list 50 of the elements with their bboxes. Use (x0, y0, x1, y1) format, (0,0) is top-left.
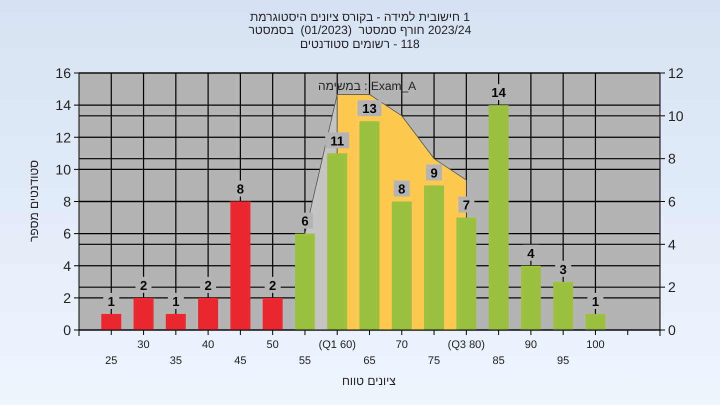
x-tick-label: 30 (137, 339, 150, 351)
data-label: 2 (204, 278, 212, 293)
x-tick-label: 70 (396, 339, 408, 351)
y-tick-label: 4 (63, 258, 72, 274)
y-tick-label: 6 (63, 226, 72, 242)
ylabel: מספר סטודנטים (27, 160, 42, 242)
y-tick-label: 12 (55, 129, 72, 146)
data-label: 9 (430, 165, 438, 180)
y-tick-label: 16 (55, 65, 72, 81)
data-label: 1 (172, 294, 180, 309)
data-label: 14 (491, 85, 507, 100)
x-tick-label: 95 (557, 355, 570, 367)
data-label: 2 (140, 278, 148, 293)
x-tick-label: 25 (105, 355, 118, 367)
x-tick-label: 45 (234, 355, 247, 367)
x-tick-label: 85 (492, 355, 505, 367)
data-label: 4 (527, 246, 536, 261)
y-tick-label: 8 (63, 194, 72, 210)
y2-tick-label: 8 (668, 150, 676, 167)
y-tick-label: 0 (63, 322, 72, 338)
x-tick-label: 35 (170, 355, 182, 367)
xlabel: טווח ציונים (342, 374, 396, 388)
data-label: 6 (301, 214, 309, 229)
x-tick-label: 55 (298, 355, 312, 367)
y2-tick-label: 12 (668, 65, 684, 81)
data-label: 7 (462, 198, 470, 213)
y-tick-label: 14 (55, 97, 72, 114)
data-label: 11 (330, 133, 344, 148)
y-tick-label: 10 (55, 161, 72, 178)
x-tick-label: 50 (266, 339, 279, 351)
x-tick-label: 75 (428, 355, 440, 367)
data-label: 8 (398, 182, 406, 196)
x-tick-label: 90 (524, 339, 538, 351)
x-tick-label: 100 (586, 339, 605, 351)
y2-tick-label: 2 (668, 279, 676, 296)
x-tick-label: (Q3 80) (448, 339, 485, 351)
x-tick-label: (Q1 60) (318, 339, 356, 351)
x-tick-label: 40 (202, 339, 214, 351)
data-label: 1 (108, 294, 115, 309)
y2-tick-label: 10 (668, 108, 684, 124)
y2-tick-label: 4 (668, 236, 676, 252)
y2-tick-label: 0 (668, 322, 676, 338)
data-label: 13 (362, 101, 377, 116)
data-label: 3 (560, 262, 567, 277)
y2-tick-label: 6 (668, 194, 676, 210)
data-label: 1 (592, 294, 600, 309)
x-tick-label: 65 (363, 355, 376, 367)
y-tick-label: 2 (63, 290, 72, 306)
data-label: 8 (236, 182, 244, 196)
data-label: 2 (269, 278, 276, 293)
